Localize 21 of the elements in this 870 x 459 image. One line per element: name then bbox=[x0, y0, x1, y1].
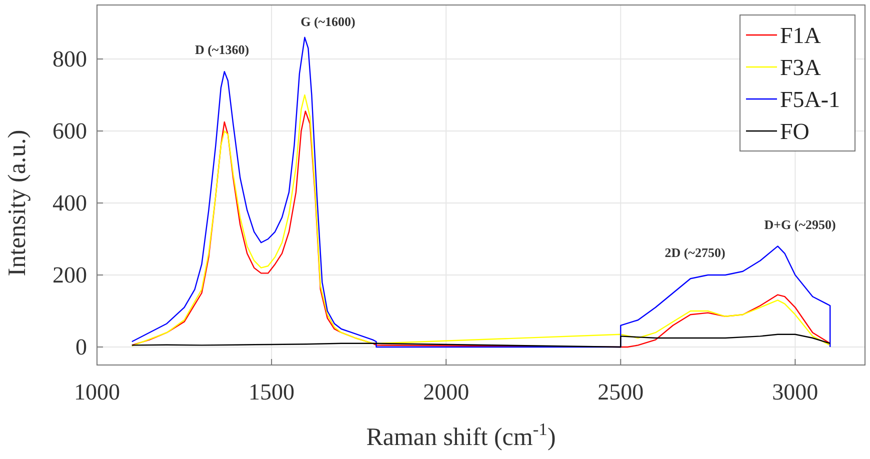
y-tick-label: 800 bbox=[52, 46, 87, 72]
y-tick-label: 200 bbox=[52, 262, 87, 288]
annotation: D+G (~2950) bbox=[764, 217, 836, 232]
x-axis-title: Raman shift (cm$^{-1}$) bbox=[366, 419, 556, 451]
y-tick-label: 400 bbox=[52, 190, 87, 216]
annotation: D (~1360) bbox=[194, 42, 250, 57]
x-tick-label: 1500 bbox=[248, 380, 295, 405]
annotation: 2D (~2750) bbox=[664, 245, 726, 260]
legend-label: F1A bbox=[780, 23, 822, 48]
annotation: G (~1600) bbox=[300, 14, 356, 29]
x-tick-label: 1000 bbox=[74, 380, 120, 405]
line-series bbox=[131, 334, 831, 348]
legend-label: FO bbox=[780, 119, 810, 144]
y-tick-label: 0 bbox=[76, 334, 87, 360]
x-tick-label: 2000 bbox=[423, 380, 470, 405]
y-axis-title: Intensity (a.u.) bbox=[4, 130, 31, 276]
legend-label: F5A-1 bbox=[780, 87, 840, 112]
legend-label: F3A bbox=[780, 55, 822, 80]
x-tick-label: 3000 bbox=[772, 380, 818, 405]
x-tick-label: 2500 bbox=[598, 380, 644, 405]
y-tick-label: 600 bbox=[52, 118, 87, 144]
